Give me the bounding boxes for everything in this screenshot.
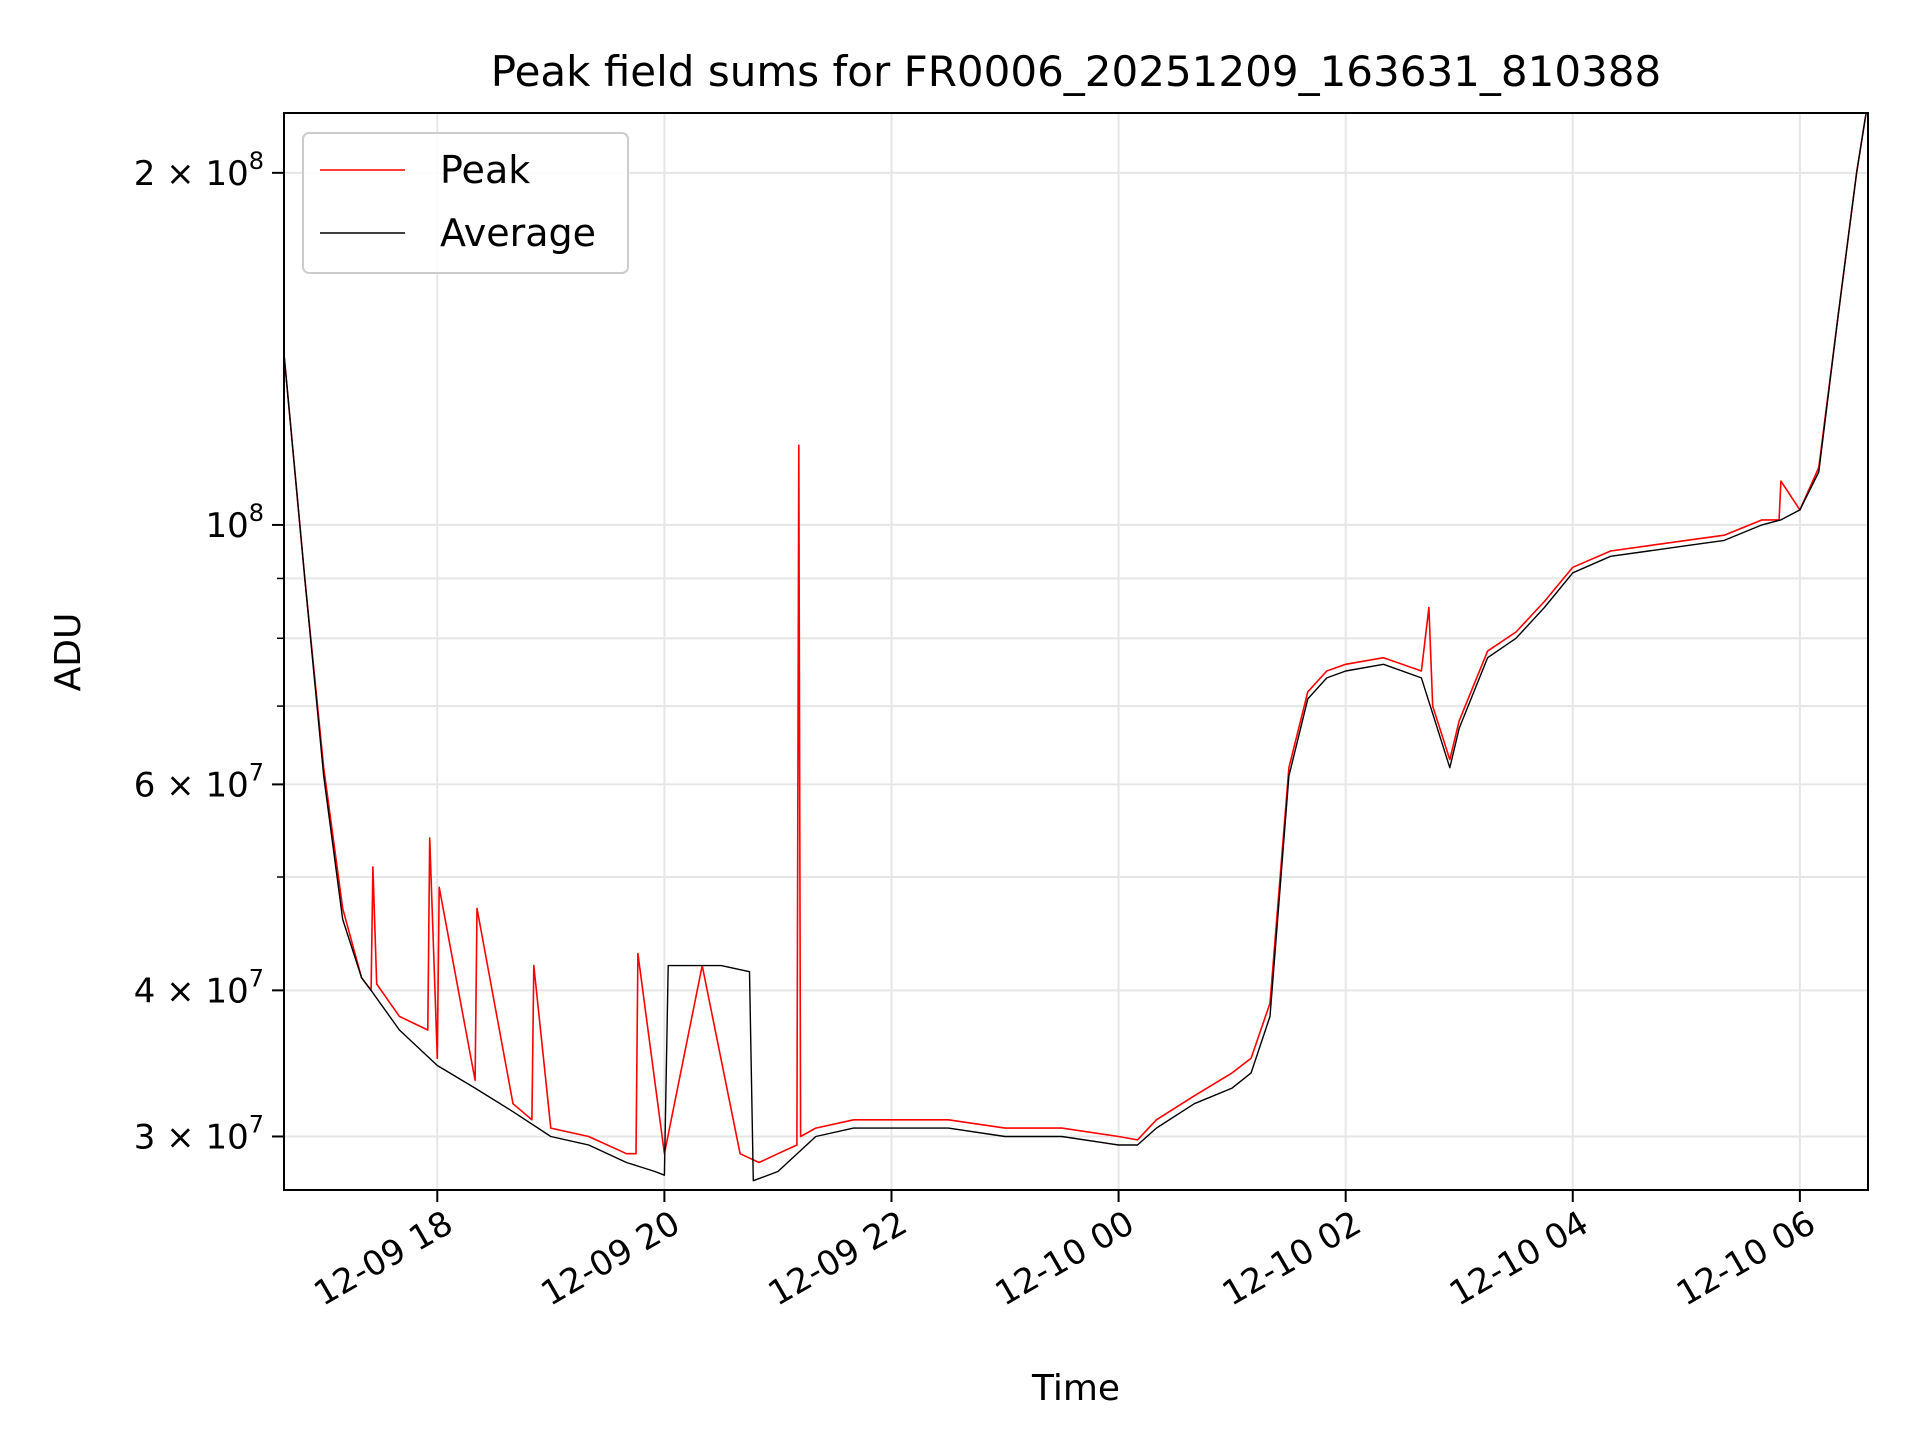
y-tick-label: 2 × 108 [134,147,264,194]
y-axis: 3 × 107 4 × 107 6 × 107 108 2 × 108 [134,147,284,1157]
chart-title: Peak field sums for FR0006_20251209_1636… [491,47,1661,96]
y-axis-label: ADU [48,613,89,692]
y-tick-label: 6 × 107 [134,758,264,805]
grid [284,113,1868,1190]
y-tick-label: 3 × 107 [134,1110,264,1157]
series-layer [284,113,1867,1182]
series-line-average [284,113,1867,1182]
y-tick-label: 4 × 107 [134,964,264,1011]
legend-box [302,132,629,274]
x-axis-label: Time [1031,1368,1120,1409]
legend-label-average: Average [440,211,596,255]
y-tick-label: 108 [205,499,264,546]
series-line-peak [284,113,1867,1164]
legend-label-peak: Peak [440,148,530,192]
legend: Peak Average [302,132,629,274]
plot-frame [283,112,1869,1191]
